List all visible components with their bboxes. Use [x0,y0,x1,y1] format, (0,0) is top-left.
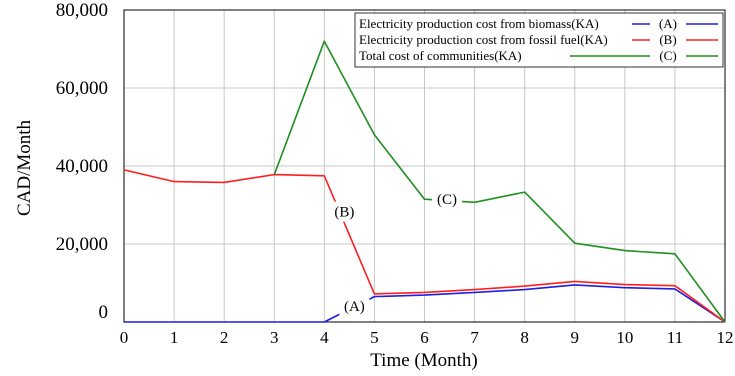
x-tick-label: 9 [571,328,580,347]
legend-marker: (B) [659,32,676,47]
legend-marker: (C) [659,48,676,63]
x-tick-label: 6 [420,328,429,347]
series-annotation: (C) [437,192,457,208]
x-tick-label: 11 [667,328,683,347]
y-tick-label: 0 [99,302,109,323]
legend-marker: (A) [659,16,677,31]
annotation-background [432,189,463,210]
x-tick-labels: 0 1 2 3 4 5 6 7 8 9 10 11 12 [120,328,734,347]
x-tick-label: 5 [370,328,379,347]
x-tick-label: 4 [320,328,329,347]
legend: Electricity production cost from biomass… [354,12,724,68]
series-line-c [273,40,726,323]
x-tick-label: 10 [616,328,633,347]
annotation-background [339,296,370,317]
plot-frame [123,9,726,323]
x-tick-label: 2 [220,328,229,347]
annotation-background [329,201,360,222]
series-annotations: (A) (B) (C) [329,189,463,317]
y-tick-label: 20,000 [56,234,108,255]
legend-label: Electricity production cost from fossil … [359,32,608,47]
series-line-b [123,169,726,323]
y-tick-label: 60,000 [56,78,108,99]
x-tick-label: 12 [717,328,734,347]
x-tick-label: 7 [470,328,479,347]
series-lines [123,40,726,323]
series-annotation: (A) [344,299,365,315]
x-tick-label: 3 [270,328,279,347]
x-tick-label: 8 [520,328,529,347]
legend-box [354,12,724,68]
x-tick-label: 0 [120,328,129,347]
legend-label: Total cost of communities(KA) [359,48,522,63]
series-annotation: (B) [334,205,354,221]
y-axis-title: CAD/Month [14,119,35,216]
x-axis-title: Time (Month) [370,350,478,371]
y-tick-label: 80,000 [56,0,108,21]
series-line-a [124,284,726,323]
legend-label: Electricity production cost from biomass… [359,16,599,31]
x-tick-label: 1 [170,328,179,347]
y-tick-label: 40,000 [56,156,108,177]
y-tick-labels: 0 20,000 40,000 60,000 80,000 [56,0,108,323]
